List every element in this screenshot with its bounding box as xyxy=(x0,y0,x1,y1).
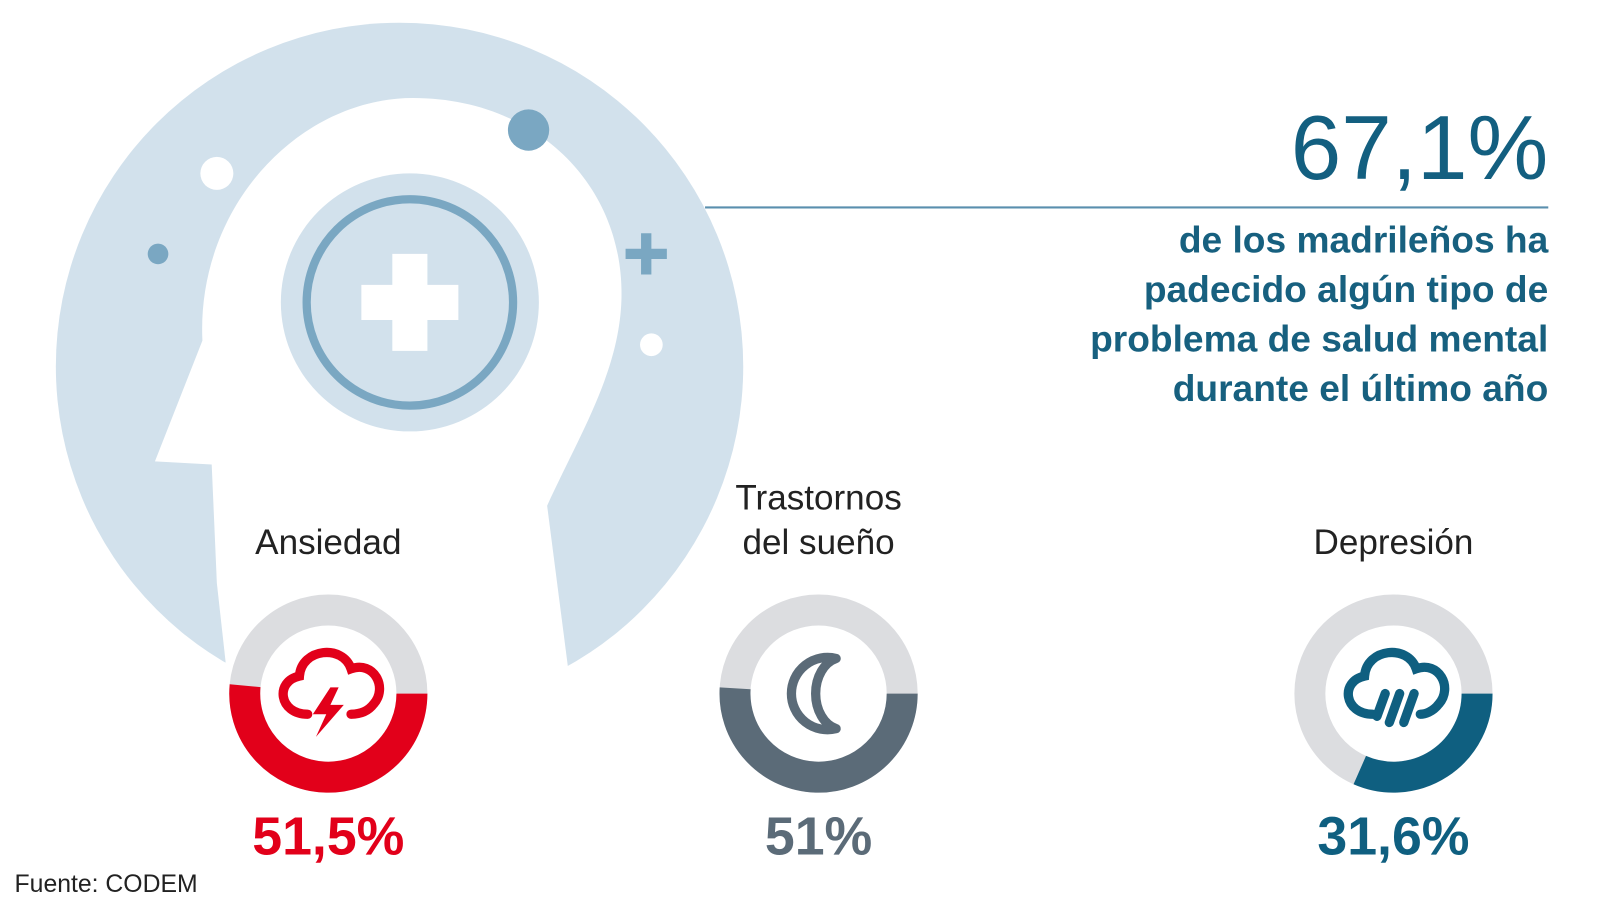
value-label: 51,5% xyxy=(252,806,404,866)
source: Fuente: CODEM xyxy=(15,871,198,898)
cross xyxy=(361,253,459,351)
description-line: padecido algún tipo de xyxy=(1144,268,1548,310)
category-label: Depresión xyxy=(1314,523,1474,562)
donut-arc xyxy=(1353,693,1493,793)
dot xyxy=(507,109,550,151)
headline: 67,1% xyxy=(1291,98,1549,199)
storm-icon xyxy=(278,647,384,719)
donut-arc xyxy=(229,684,428,793)
description: de los madrileños ha padecido algún tipo … xyxy=(1090,218,1549,409)
description-line: durante el último año xyxy=(1173,367,1549,409)
value-label: 51% xyxy=(765,806,872,866)
dot xyxy=(640,333,663,357)
head-illustration xyxy=(55,22,744,723)
rain-icon xyxy=(1343,647,1450,728)
description-line: de los madrileños ha xyxy=(1179,218,1549,260)
donut-arc xyxy=(719,687,918,793)
lightning xyxy=(312,687,344,737)
cross-ring xyxy=(302,195,518,410)
icons xyxy=(278,647,1450,737)
category-label: Trastornos del sueño xyxy=(735,479,901,562)
plus xyxy=(625,233,667,275)
dot xyxy=(200,156,234,190)
category-label: Ansiedad xyxy=(255,523,401,562)
moon-icon xyxy=(786,652,841,735)
description-line: problema de salud mental xyxy=(1090,317,1548,359)
dot xyxy=(147,243,169,265)
value-label: 31,6% xyxy=(1317,806,1469,866)
